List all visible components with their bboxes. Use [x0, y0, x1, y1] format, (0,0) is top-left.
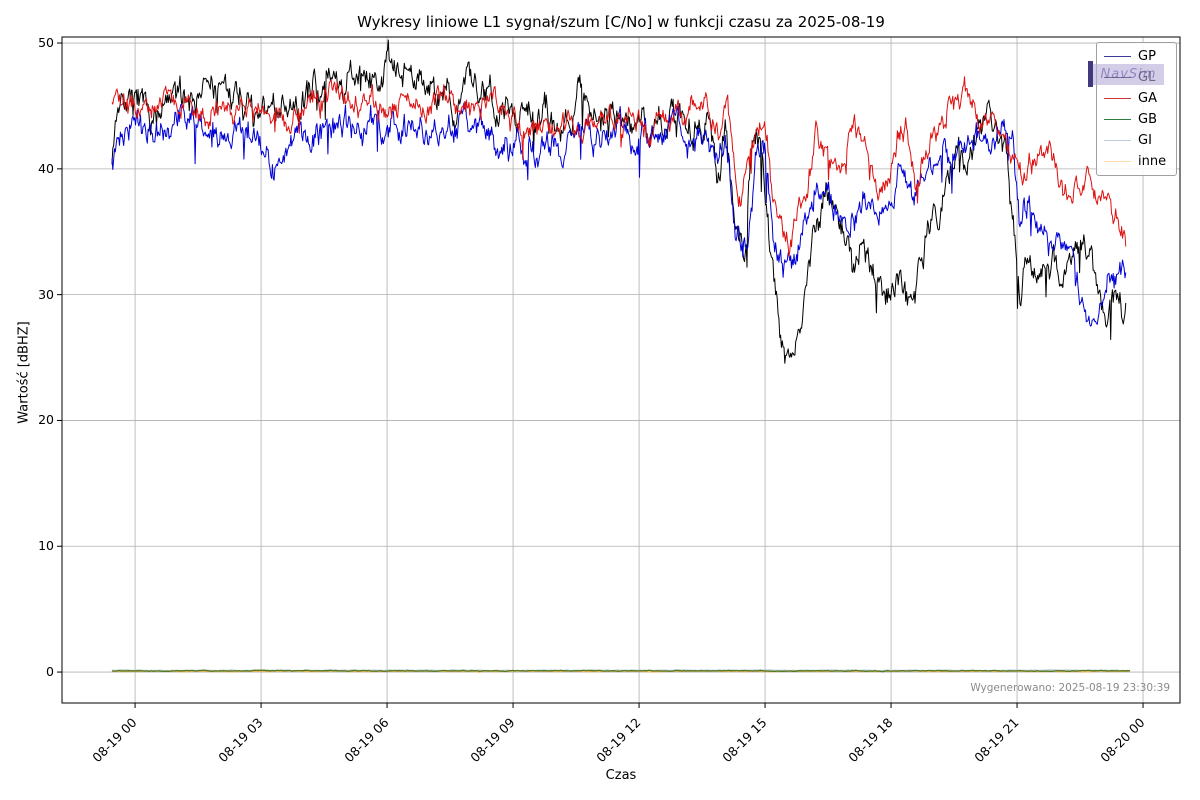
axes-border: [61, 36, 1181, 704]
legend-label: GP: [1138, 49, 1156, 64]
x-axis-label: Czas: [605, 768, 637, 783]
watermark-text: NavSim: [1100, 67, 1157, 82]
legend-line-sample: [1104, 56, 1131, 57]
legend-item-GP: GP: [1097, 46, 1176, 67]
watermark-overlay: NavSim: [1093, 64, 1164, 85]
series-line-GP: [111, 39, 1127, 364]
legend-line-sample: [1104, 119, 1131, 120]
legend-item-GA: GA: [1097, 88, 1176, 109]
y-tick-label: 20: [38, 412, 54, 428]
page-title: Wykresy liniowe L1 sygnał/szum [C/No] w …: [357, 13, 885, 31]
legend: GPGLGAGBGIinne: [1096, 42, 1177, 176]
y-tick-label: 40: [38, 160, 54, 176]
y-tick-label: 10: [38, 538, 54, 554]
generated-timestamp: Wygenerowano: 2025-08-19 23:30:39: [970, 682, 1170, 694]
legend-line-sample: [1104, 161, 1131, 162]
y-tick-label: 50: [38, 35, 54, 51]
y-tick-label: 30: [38, 286, 54, 302]
watermark-bar: [1088, 61, 1093, 87]
legend-item-GI: GI: [1097, 130, 1176, 151]
legend-label: GA: [1138, 91, 1157, 106]
legend-label: GI: [1138, 133, 1152, 148]
legend-line-sample: [1104, 98, 1131, 99]
y-tick-label: 0: [46, 664, 54, 680]
legend-label: GB: [1138, 112, 1157, 127]
legend-item-GB: GB: [1097, 109, 1176, 130]
legend-line-sample: [1104, 140, 1131, 141]
legend-label: inne: [1138, 154, 1167, 169]
legend-item-inne: inne: [1097, 151, 1176, 172]
series-line-GB: [111, 669, 1131, 673]
y-axis-label: Wartość [dBHZ]: [16, 321, 32, 424]
series-line-GA: [111, 76, 1127, 257]
